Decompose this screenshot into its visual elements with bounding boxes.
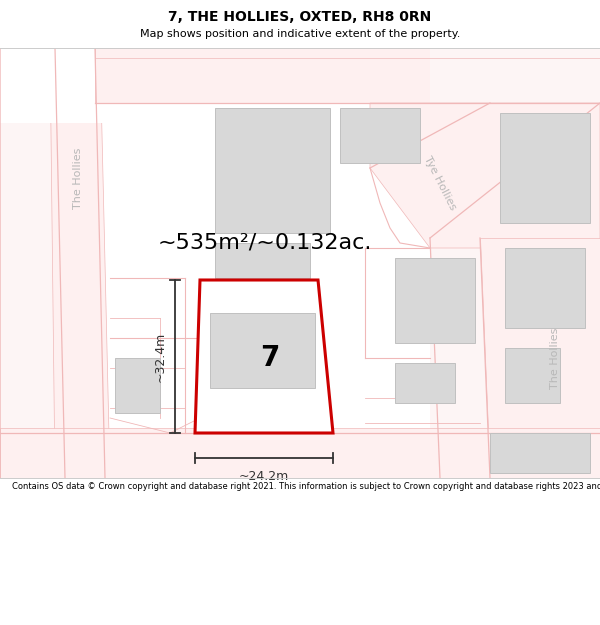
Text: Map shows position and indicative extent of the property.: Map shows position and indicative extent… [140,29,460,39]
Polygon shape [215,243,310,278]
Polygon shape [395,258,475,343]
Polygon shape [430,48,600,478]
Polygon shape [50,48,110,478]
Text: Contains OS data © Crown copyright and database right 2021. This information is : Contains OS data © Crown copyright and d… [12,482,600,491]
Text: The Hollies: The Hollies [73,148,83,209]
Polygon shape [480,238,600,478]
Polygon shape [195,280,333,433]
Polygon shape [340,108,420,163]
Polygon shape [505,248,585,328]
Polygon shape [395,363,455,403]
Text: ~24.2m: ~24.2m [239,470,289,483]
Polygon shape [0,48,600,123]
Polygon shape [0,48,95,478]
Text: ~32.4m: ~32.4m [154,331,167,382]
Text: 7: 7 [260,344,280,372]
Polygon shape [115,358,160,413]
Polygon shape [215,108,330,233]
Text: Tye Hollies: Tye Hollies [422,154,458,212]
Text: 7, THE HOLLIES, OXTED, RH8 0RN: 7, THE HOLLIES, OXTED, RH8 0RN [169,9,431,24]
Polygon shape [0,428,600,478]
Polygon shape [505,348,560,403]
Polygon shape [210,313,315,388]
Polygon shape [95,48,600,103]
Polygon shape [500,113,590,223]
Polygon shape [370,103,600,248]
Text: ~535m²/~0.132ac.: ~535m²/~0.132ac. [158,233,372,253]
Text: The Hollies: The Hollies [550,328,560,389]
Polygon shape [490,433,590,473]
